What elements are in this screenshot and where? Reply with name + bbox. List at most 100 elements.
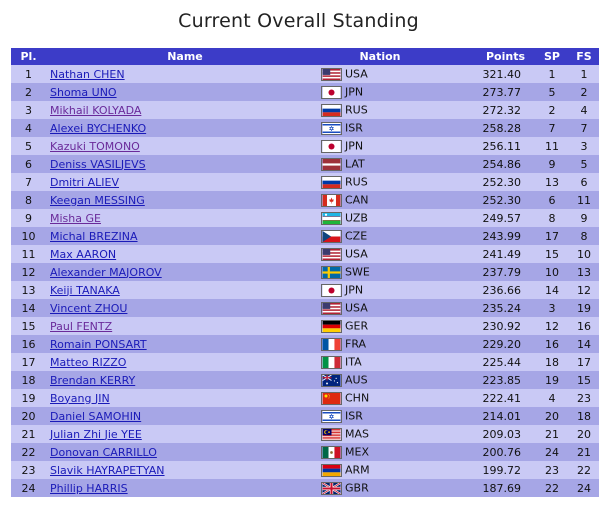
skater-link[interactable]: Nathan CHEN	[50, 67, 125, 81]
ita-flag-icon	[321, 355, 342, 369]
table-row: 4 Alexei BYCHENKO ISR 258.28 7 7	[11, 119, 599, 137]
nation-cell: JPN	[320, 281, 440, 299]
skater-link[interactable]: Matteo RIZZO	[50, 355, 127, 369]
fs-rank-cell: 18	[569, 407, 599, 425]
skater-link[interactable]: Mikhail KOLYADA	[50, 103, 142, 117]
skater-link[interactable]: Boyang JIN	[50, 391, 110, 405]
skater-link[interactable]: Brendan KERRY	[50, 373, 136, 387]
place-cell: 15	[11, 317, 46, 335]
name-cell: Nathan CHEN	[46, 65, 320, 83]
fs-rank-cell: 16	[569, 317, 599, 335]
place-cell: 20	[11, 407, 46, 425]
points-cell: 225.44	[440, 353, 535, 371]
points-cell: 321.40	[440, 65, 535, 83]
sp-rank-cell: 24	[535, 443, 569, 461]
table-row: 1 Nathan CHEN USA 321.40 1 1	[11, 65, 599, 83]
points-cell: 243.99	[440, 227, 535, 245]
name-cell: Mikhail KOLYADA	[46, 101, 320, 119]
nation-cell: CAN	[320, 191, 440, 209]
nation-cell: ITA	[320, 353, 440, 371]
nation-cell: CZE	[320, 227, 440, 245]
sp-rank-cell: 10	[535, 263, 569, 281]
nation-cell: FRA	[320, 335, 440, 353]
skater-link[interactable]: Slavik HAYRAPETYAN	[50, 463, 165, 477]
place-cell: 19	[11, 389, 46, 407]
name-cell: Matteo RIZZO	[46, 353, 320, 371]
header-points: Points	[440, 48, 535, 65]
points-cell: 237.79	[440, 263, 535, 281]
skater-link[interactable]: Misha GE	[50, 211, 101, 225]
place-cell: 7	[11, 173, 46, 191]
place-cell: 22	[11, 443, 46, 461]
name-cell: Alexander MAJOROV	[46, 263, 320, 281]
points-cell: 272.32	[440, 101, 535, 119]
skater-link[interactable]: Phillip HARRIS	[50, 481, 128, 495]
table-row: 14 Vincent ZHOU USA 235.24 3 19	[11, 299, 599, 317]
table-row: 21 Julian Zhi Jie YEE MAS 209.03 21 20	[11, 425, 599, 443]
sp-rank-cell: 16	[535, 335, 569, 353]
fs-rank-cell: 15	[569, 371, 599, 389]
name-cell: Max AARON	[46, 245, 320, 263]
nation-cell: LAT	[320, 155, 440, 173]
jpn-flag-icon	[321, 283, 342, 297]
points-cell: 222.41	[440, 389, 535, 407]
table-row: 9 Misha GE UZB 249.57 8 9	[11, 209, 599, 227]
skater-link[interactable]: Donovan CARRILLO	[50, 445, 157, 459]
nation-cell: USA	[320, 245, 440, 263]
name-cell: Deniss VASILJEVS	[46, 155, 320, 173]
sp-rank-cell: 20	[535, 407, 569, 425]
jpn-flag-icon	[321, 85, 342, 99]
place-cell: 23	[11, 461, 46, 479]
table-header-row: Pl. Name Nation Points SP FS	[11, 48, 599, 65]
points-cell: 229.20	[440, 335, 535, 353]
skater-link[interactable]: Shoma UNO	[50, 85, 117, 99]
name-cell: Vincent ZHOU	[46, 299, 320, 317]
skater-link[interactable]: Deniss VASILJEVS	[50, 157, 146, 171]
skater-link[interactable]: Paul FENTZ	[50, 319, 113, 333]
nation-code: CHN	[345, 391, 370, 405]
fs-rank-cell: 13	[569, 263, 599, 281]
place-cell: 6	[11, 155, 46, 173]
header-sp: SP	[535, 48, 569, 65]
skater-link[interactable]: Kazuki TOMONO	[50, 139, 140, 153]
skater-link[interactable]: Dmitri ALIEV	[50, 175, 120, 189]
name-cell: Daniel SAMOHIN	[46, 407, 320, 425]
place-cell: 4	[11, 119, 46, 137]
skater-link[interactable]: Vincent ZHOU	[50, 301, 128, 315]
fs-rank-cell: 6	[569, 173, 599, 191]
nation-cell: GBR	[320, 479, 440, 497]
table-row: 6 Deniss VASILJEVS LAT 254.86 9 5	[11, 155, 599, 173]
fs-rank-cell: 11	[569, 191, 599, 209]
name-cell: Michal BREZINA	[46, 227, 320, 245]
skater-link[interactable]: Keegan MESSING	[50, 193, 145, 207]
skater-link[interactable]: Max AARON	[50, 247, 117, 261]
points-cell: 235.24	[440, 299, 535, 317]
fs-rank-cell: 14	[569, 335, 599, 353]
isr-flag-icon	[321, 121, 342, 135]
place-cell: 10	[11, 227, 46, 245]
nation-code: ARM	[345, 463, 370, 477]
name-cell: Dmitri ALIEV	[46, 173, 320, 191]
rus-flag-icon	[321, 175, 342, 189]
aus-flag-icon	[321, 373, 342, 387]
points-cell: 199.72	[440, 461, 535, 479]
skater-link[interactable]: Michal BREZINA	[50, 229, 138, 243]
skater-link[interactable]: Alexei BYCHENKO	[50, 121, 147, 135]
table-row: 18 Brendan KERRY AUS 223.85 19 15	[11, 371, 599, 389]
skater-link[interactable]: Julian Zhi Jie YEE	[50, 427, 142, 441]
sp-rank-cell: 22	[535, 479, 569, 497]
nation-code: LAT	[345, 157, 365, 171]
skater-link[interactable]: Daniel SAMOHIN	[50, 409, 142, 423]
jpn-flag-icon	[321, 139, 342, 153]
table-row: 3 Mikhail KOLYADA RUS 272.32 2 4	[11, 101, 599, 119]
skater-link[interactable]: Alexander MAJOROV	[50, 265, 162, 279]
nation-code: USA	[345, 247, 368, 261]
nation-cell: USA	[320, 65, 440, 83]
fs-rank-cell: 8	[569, 227, 599, 245]
name-cell: Donovan CARRILLO	[46, 443, 320, 461]
table-row: 10 Michal BREZINA CZE 243.99 17 8	[11, 227, 599, 245]
nation-code: MAS	[345, 427, 369, 441]
place-cell: 1	[11, 65, 46, 83]
skater-link[interactable]: Keiji TANAKA	[50, 283, 120, 297]
skater-link[interactable]: Romain PONSART	[50, 337, 147, 351]
